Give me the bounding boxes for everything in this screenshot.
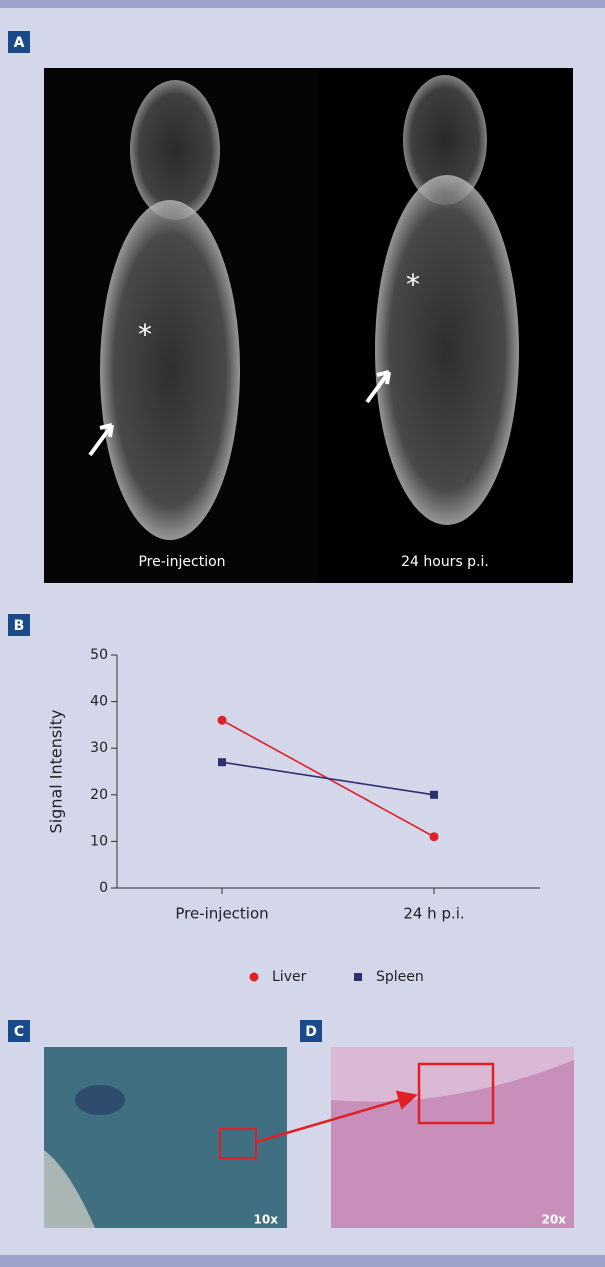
series-line xyxy=(222,762,434,795)
tissue-stain xyxy=(75,1085,125,1115)
x-tick-label: 24 h p.i. xyxy=(403,905,464,923)
y-tick-label: 0 xyxy=(99,880,108,896)
annotation: * xyxy=(406,268,420,301)
line-chart: 0 10 20 30 40 50 Pre-injection 24 h p.i. Signal … xyxy=(47,647,541,985)
magnification: 20x xyxy=(542,1213,567,1227)
caption: 24 hours p.i. xyxy=(401,554,489,570)
y-tick-label: 50 xyxy=(90,647,108,663)
legend-label: Spleen xyxy=(376,969,424,985)
panel-label: A xyxy=(14,35,25,51)
bottom-bar xyxy=(0,1255,605,1267)
mri-head xyxy=(130,80,220,220)
annotation: * xyxy=(138,318,152,351)
legend-label: Liver xyxy=(272,969,307,985)
magnification: 10x xyxy=(254,1213,279,1227)
y-tick-label: 40 xyxy=(90,694,108,710)
point xyxy=(218,758,226,766)
x-tick-label: Pre-injection xyxy=(175,905,268,923)
point xyxy=(430,791,438,799)
page: {"panels": { "a": {"label": "A", "captio… xyxy=(0,0,605,1267)
legend-marker xyxy=(354,973,362,981)
y-tick-label: 10 xyxy=(90,833,108,849)
figure: A * * Pre-injection 24 hours p.i. B 0 10 2… xyxy=(0,0,605,1267)
caption: Pre-injection xyxy=(138,554,225,570)
y-tick-label: 20 xyxy=(90,787,108,803)
point xyxy=(430,832,439,841)
mri-body xyxy=(100,200,240,540)
y-axis-label: Signal Intensity xyxy=(47,710,66,834)
mri-body xyxy=(375,175,519,525)
legend-marker xyxy=(250,973,259,982)
point xyxy=(218,716,227,725)
panel-label: B xyxy=(14,618,25,634)
top-bar xyxy=(0,0,605,8)
y-tick-label: 30 xyxy=(90,740,108,756)
panel-label: C xyxy=(14,1024,24,1040)
panel-label: D xyxy=(305,1024,317,1040)
